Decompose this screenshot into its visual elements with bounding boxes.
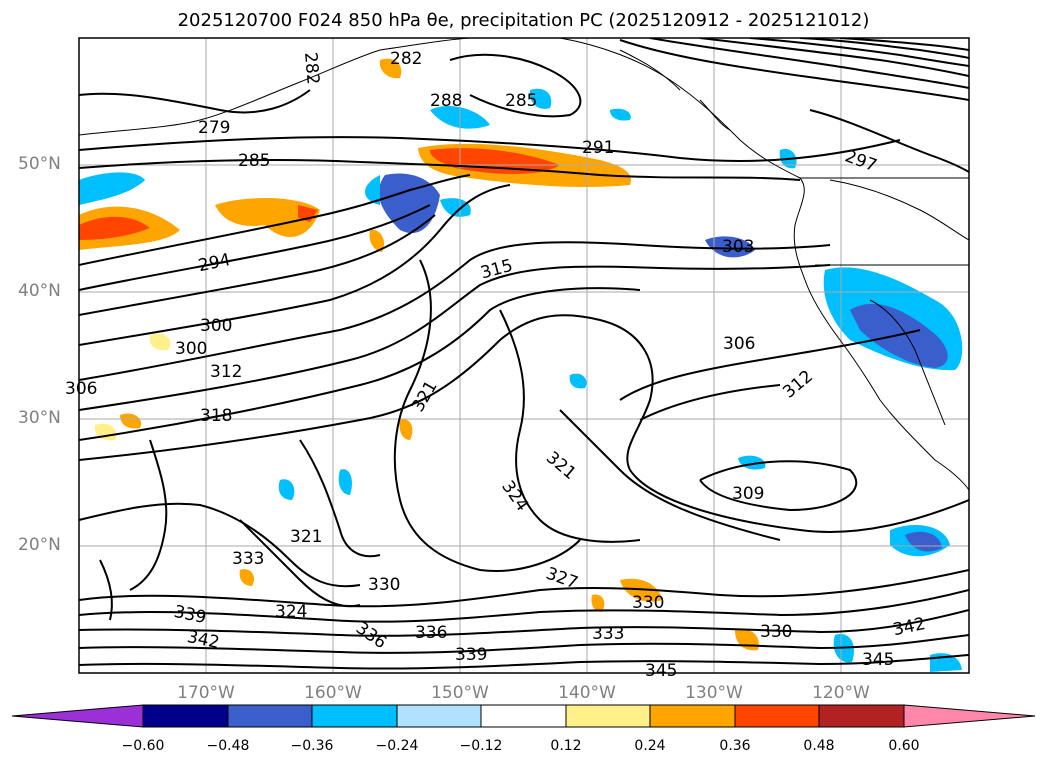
contour-label: 306 [65,379,97,399]
colorbar-segment [565,704,651,728]
coastlines [79,38,969,491]
precip-shading [79,58,963,672]
contour-label: 339 [455,645,487,665]
contour-label: 318 [200,406,232,426]
colorbar-segment [818,704,905,728]
lon-label-130w: 130°W [685,683,743,703]
contour-label: 342 [891,614,927,640]
graticule [79,38,969,673]
precip-patch-cyan [79,172,145,205]
contour-label: 300 [175,339,207,359]
colorbar-tick: −0.36 [290,738,334,754]
colorbar-tick: −0.48 [206,738,250,754]
figure-title: 2025120700 F024 850 hPa θe, precipitatio… [177,10,870,31]
colorbar [11,704,1036,728]
contour-label: 330 [760,622,792,642]
precip-patch-cyan [278,479,295,500]
precip-patch-blue [705,236,755,258]
lon-label-120w: 120°W [812,683,870,703]
lat-label-40n: 40°N [18,281,61,301]
precip-patch-cyan [440,198,471,217]
contour-label: 321 [290,527,322,547]
precip-patch-cyan [338,469,352,495]
contour-label: 306 [723,334,755,354]
contour-label: 339 [172,602,208,628]
contour-label: 312 [210,362,242,382]
precip-patch-blue [378,173,440,234]
contour-label: 303 [722,237,754,257]
colorbar-tick: −0.24 [375,738,419,754]
contour-label: 285 [238,151,270,171]
theta-e-contours [79,38,969,670]
colorbar-segment [734,704,820,728]
precip-patch-blue [905,531,942,552]
contour-label: 321 [542,448,580,484]
colorbar-tick: 0.36 [719,738,751,754]
contour-label: 300 [200,316,232,336]
colorbar-tick: 0.12 [550,738,582,754]
precip-patch-orange [399,419,413,440]
contour-label: 333 [592,624,624,644]
contour-label: 312 [779,366,817,402]
contour-label: 285 [505,91,537,111]
precip-patch-orange [239,569,255,586]
map-frame [78,37,970,674]
precip-patch-red [430,148,560,174]
colorbar-segment [142,704,229,728]
lon-label-140w: 140°W [558,683,616,703]
contour-label: 324 [497,477,532,515]
colorbar-segment [480,704,567,728]
contour-label: 330 [632,593,664,613]
precip-patch-blue [850,303,948,368]
colorbar-segment [311,704,398,728]
lon-label-160w: 160°W [304,683,362,703]
colorbar-segment [396,704,482,728]
contour-label: 330 [368,575,400,595]
lat-label-50n: 50°N [18,154,61,174]
contour-label: 333 [232,549,264,569]
contour-label: 345 [645,661,677,681]
contour-label: 297 [842,146,879,176]
contour-label: 336 [415,623,447,643]
precip-patch-red [298,205,318,222]
lat-label-30n: 30°N [18,408,61,428]
precip-patch-cyan [529,88,552,109]
colorbar-tick: −0.60 [121,738,165,754]
lon-label-170w: 170°W [177,683,235,703]
contour-label: 282 [300,51,323,85]
contour-label: 324 [275,602,307,622]
colorbar-segment [11,704,144,728]
contour-label: 345 [862,650,894,670]
precip-patch-orange [379,58,402,79]
contour-label: 282 [390,49,422,69]
precip-patch-cyan [610,108,631,121]
colorbar-tick: 0.48 [803,738,835,754]
precip-patch-orange [149,333,171,351]
precip-patch-orange [735,629,759,651]
precip-patch-orange [591,594,605,612]
precip-patch-red [79,216,150,240]
contour-label: 294 [197,250,233,276]
contour-labels: 282 282 288 285 279 285 291 297 294 315 … [65,49,927,681]
lat-label-20n: 20°N [18,535,61,555]
precip-patch-orange [215,198,320,237]
colorbar-segment [903,704,1036,728]
precip-patch-orange [369,229,385,252]
contour-label: 309 [732,484,764,504]
precip-patch-cyan [569,373,587,389]
colorbar-tick: −0.12 [459,738,503,754]
precip-patch-orange [120,413,142,429]
colorbar-tick: 0.24 [634,738,666,754]
contour-label: 279 [198,118,230,138]
contour-label: 291 [582,138,614,158]
contour-label: 336 [352,618,390,653]
precip-patch-cyan [365,175,380,205]
colorbar-segment [649,704,736,728]
colorbar-segment [227,704,313,728]
lon-label-150w: 150°W [431,683,489,703]
contour-label: 315 [478,256,515,284]
colorbar-tick: 0.60 [888,738,920,754]
contour-label: 288 [430,91,462,111]
